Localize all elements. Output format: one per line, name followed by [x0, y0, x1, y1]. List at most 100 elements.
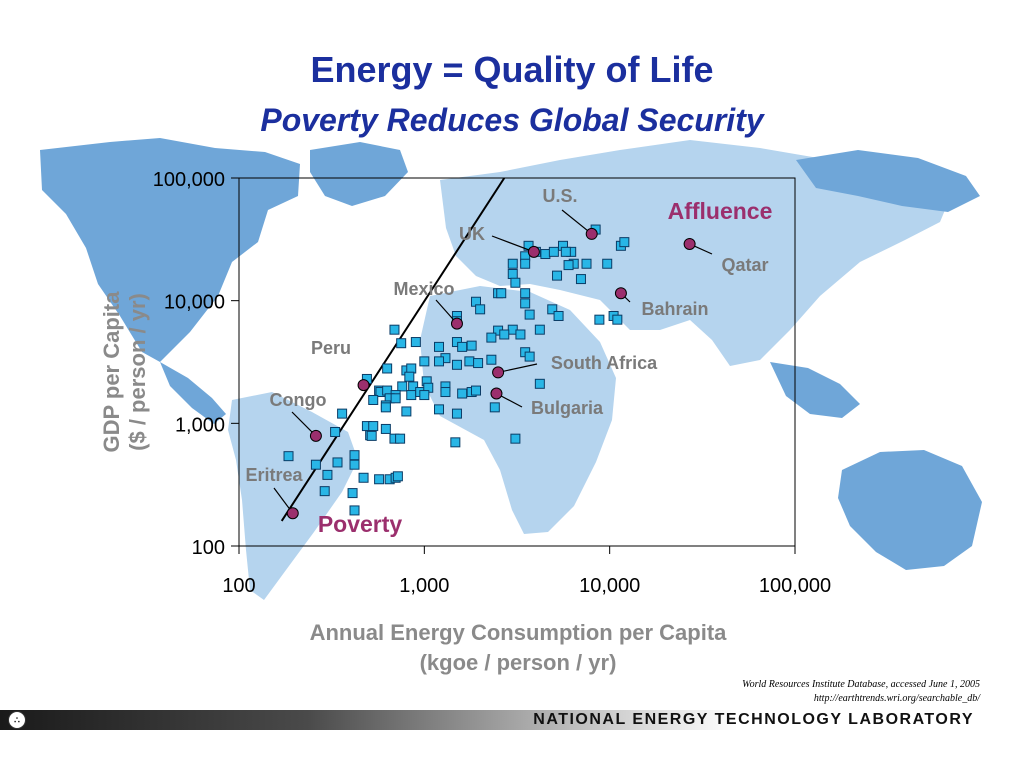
x-axis-units: (kgoe / person / yr) [419, 650, 617, 675]
point-label: South Africa [551, 353, 658, 373]
netl-logo-icon: ∴ [8, 711, 26, 729]
footer-bar [0, 710, 1024, 730]
x-tick-label: 10,000 [579, 575, 640, 597]
y-axis-units: ($ / person / yr) [125, 293, 150, 451]
scatter-chart: 100 1,000 10,000 100,000 100 1,000 10,000 100,… [40, 138, 982, 600]
data-point [358, 472, 369, 483]
data-point [310, 459, 321, 470]
x-axis-label: Annual Energy Consumption per Capita [309, 620, 727, 645]
data-point [560, 246, 571, 257]
data-point [404, 371, 415, 382]
data-point [581, 258, 592, 269]
point-label: Bahrain [641, 299, 708, 319]
data-point [395, 433, 406, 444]
data-point [540, 249, 551, 260]
labeled-data-point [490, 387, 503, 400]
data-point [330, 426, 341, 437]
source-citation: World Resources Institute Database, acce… [742, 678, 980, 706]
point-label: Peru [311, 338, 351, 358]
map-russia-east [796, 150, 980, 212]
labeled-data-point [357, 379, 370, 392]
y-tick-label: 10,000 [164, 292, 225, 314]
data-point [440, 387, 451, 398]
point-label: UK [459, 224, 485, 244]
data-point [349, 459, 360, 470]
data-point [547, 304, 558, 315]
data-point [507, 268, 518, 279]
data-point [499, 329, 510, 340]
data-point [457, 341, 468, 352]
data-point [489, 402, 500, 413]
data-point [451, 408, 462, 419]
data-point [380, 423, 391, 434]
data-point [553, 310, 564, 321]
map-north-america [40, 138, 300, 362]
data-point [451, 359, 462, 370]
data-point [520, 298, 531, 309]
data-point [434, 404, 445, 415]
data-point [390, 393, 401, 404]
data-point [406, 390, 417, 401]
data-point [368, 394, 379, 405]
map-central-america [160, 362, 226, 424]
data-point [392, 471, 403, 482]
data-point [470, 385, 481, 396]
data-point [524, 309, 535, 320]
data-point [347, 488, 358, 499]
data-point [434, 356, 445, 367]
footer-organization: NATIONAL ENERGY TECHNOLOGY LABORATORY [533, 711, 974, 728]
data-point [548, 246, 559, 257]
annotation-poverty: Poverty [318, 511, 403, 537]
data-point [332, 457, 343, 468]
data-point [322, 469, 333, 480]
data-point [434, 341, 445, 352]
data-point [450, 437, 461, 448]
slide-title: Energy = Quality of Life [310, 49, 714, 90]
data-point [520, 288, 531, 299]
data-point [374, 474, 385, 485]
data-point [473, 358, 484, 369]
labeled-data-point [286, 507, 299, 520]
data-point [496, 288, 507, 299]
data-point [510, 433, 521, 444]
data-point [507, 258, 518, 269]
data-point [382, 363, 393, 374]
data-point [397, 381, 408, 392]
data-point [594, 314, 605, 325]
data-point [486, 332, 497, 343]
data-point [575, 274, 586, 285]
data-point [563, 260, 574, 271]
data-point [419, 356, 430, 367]
data-point [552, 270, 563, 281]
labeled-data-point [309, 429, 322, 442]
data-point [602, 258, 613, 269]
data-point [466, 340, 477, 351]
point-label: Qatar [721, 255, 768, 275]
data-point [349, 505, 360, 516]
map-greenland [310, 142, 408, 206]
point-label: Eritrea [245, 465, 303, 485]
data-point [380, 402, 391, 413]
data-point [337, 408, 348, 419]
labeled-points: U.S. UK Qatar Bahrain Mexico Peru South Africa… [245, 186, 769, 520]
y-axis-title: GDP per Capita ($ / person / yr) [99, 192, 151, 552]
labeled-data-point [614, 287, 627, 300]
data-point [283, 451, 294, 462]
data-point [515, 329, 526, 340]
map-australia [838, 450, 982, 570]
data-point [534, 378, 545, 389]
y-axis-label: GDP per Capita [99, 291, 124, 453]
y-axis: 100 1,000 10,000 100,000 [153, 169, 239, 559]
x-tick-label: 100 [222, 575, 255, 597]
annotation-affluence: Affluence [668, 198, 773, 224]
world-map-background [40, 138, 982, 600]
data-points [283, 224, 630, 516]
x-tick-label: 100,000 [759, 575, 831, 597]
labeled-data-point [450, 317, 463, 330]
source-line-2: http://earthtrends.wri.org/searchable_db… [813, 693, 980, 704]
data-point [510, 277, 521, 288]
x-axis: 100 1,000 10,000 100,000 [222, 546, 831, 597]
y-tick-label: 1,000 [175, 414, 225, 436]
data-point [475, 304, 486, 315]
map-south-america [228, 392, 358, 600]
